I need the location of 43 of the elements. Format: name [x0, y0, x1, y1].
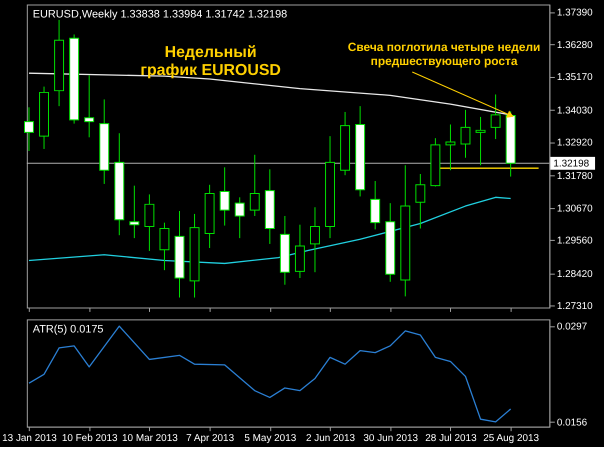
candlestick: [445, 124, 456, 171]
x-tick-label: 10 Feb 2013: [62, 433, 118, 444]
annotation: Свеча поглотила четыре недели предшествующего роста: [348, 40, 540, 68]
y-tick-label: 1.34030: [556, 105, 594, 116]
x-tick-label: 13 Jan 2013: [2, 433, 58, 444]
x-tick-label: 5 May 2013: [244, 433, 297, 444]
candlestick: [476, 116, 486, 166]
chart-title: EURUSD,Weekly 1.33838 1.33984 1.31742 1.32198: [32, 8, 288, 20]
chart-title: ATR(5) 0.0175: [32, 323, 104, 336]
annotation: Недельный график EUROUSD: [140, 44, 281, 79]
x-tick-label: 7 Apr 2013: [186, 433, 235, 444]
candlestick: [144, 194, 154, 252]
y-tick-label: 1.30670: [556, 203, 594, 214]
x-tick-label: 28 Jul 2013: [425, 433, 478, 444]
candlestick: [159, 222, 170, 271]
candlestick: [460, 109, 470, 158]
y-tick-label: 0.0156: [556, 417, 588, 428]
x-tick-label: 25 Aug 2013: [483, 433, 540, 444]
candlestick: [234, 196, 245, 239]
y-tick-label: 1.31780: [556, 170, 594, 182]
candlestick: [250, 154, 260, 216]
y-tick-label: 1.28420: [556, 268, 594, 280]
y-tick-label: 1.29560: [556, 236, 594, 247]
y-tick-label: 1.32920: [556, 138, 594, 149]
y-tick-label: 0.0297: [556, 322, 588, 333]
candlestick: [370, 180, 380, 230]
y-tick-label: 1.27310: [556, 301, 594, 312]
line-series: [28, 326, 512, 423]
candlestick: [490, 94, 501, 140]
y-tick-label: 1.37390: [556, 8, 594, 18]
ref-line-label: 1.32198: [553, 158, 590, 170]
candlestick: [310, 206, 320, 273]
y-tick-label: 1.35170: [556, 72, 594, 84]
candlestick: [415, 174, 426, 229]
line-series: [28, 196, 512, 264]
candlestick: [220, 166, 230, 226]
candlestick: [129, 185, 140, 239]
x-tick-label: 10 Mar 2013: [122, 433, 178, 444]
x-tick-label: 30 Jun 2013: [363, 433, 419, 444]
x-tick-label: 2 Jun 2013: [306, 433, 356, 444]
candlestick: [84, 74, 94, 138]
y-tick-label: 1.36280: [556, 40, 594, 51]
candlestick: [24, 106, 34, 152]
